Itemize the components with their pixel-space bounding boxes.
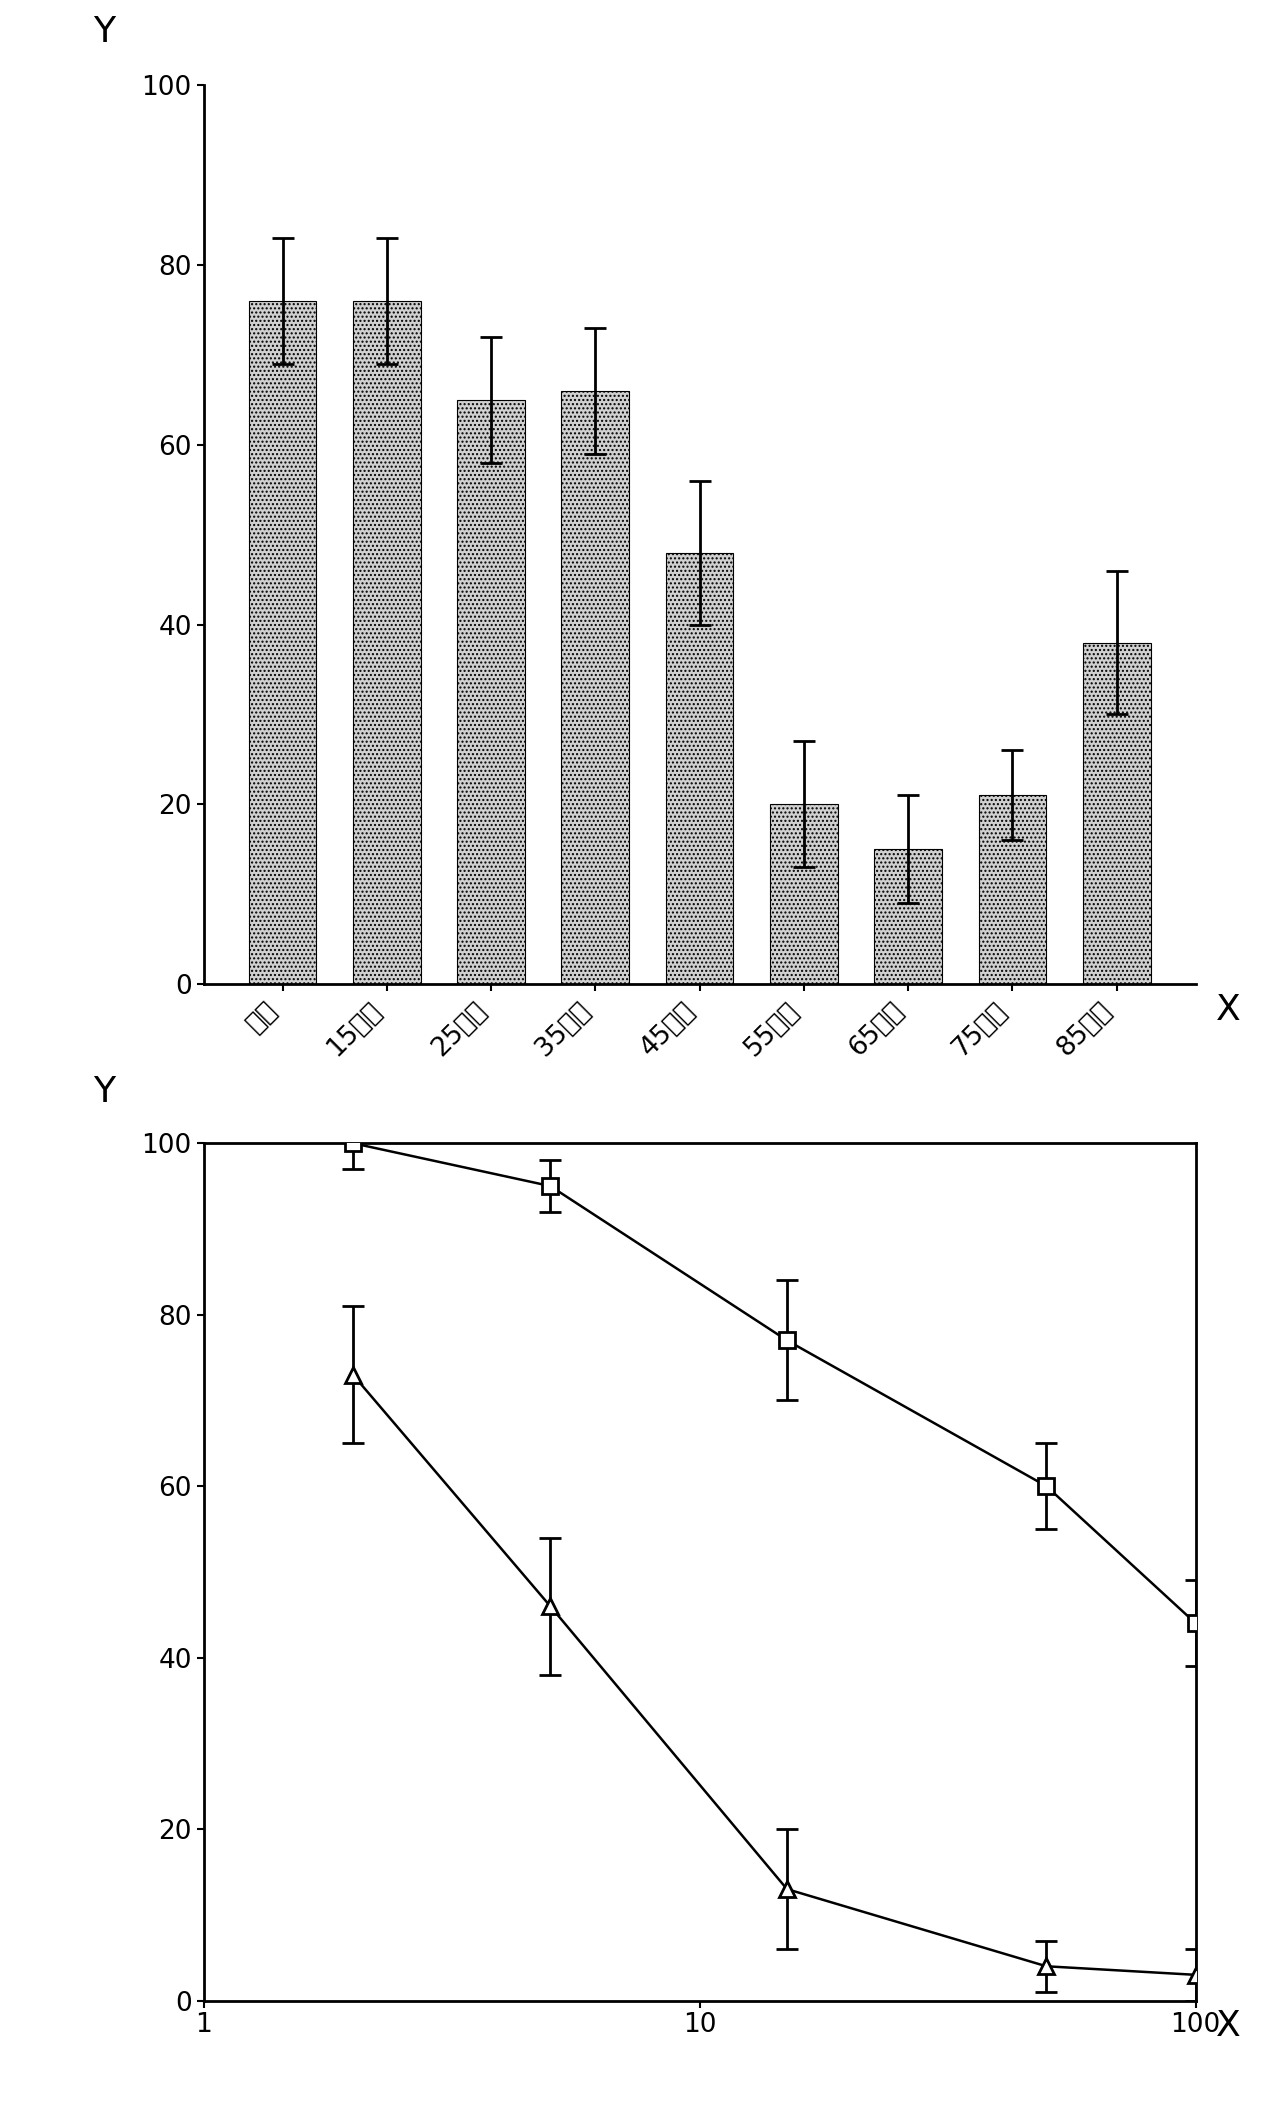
Bar [248,301,317,984]
Text: X: X [1216,993,1240,1027]
Bar [457,400,525,984]
Text: Y: Y [93,15,116,49]
Bar [352,301,421,984]
Bar [561,390,630,984]
Bar [1082,644,1151,984]
Bar [665,553,734,984]
Bar [874,849,943,984]
Bar [770,804,838,984]
Bar [978,796,1047,984]
Text: X: X [1216,2009,1240,2043]
Text: Y: Y [93,1075,116,1109]
